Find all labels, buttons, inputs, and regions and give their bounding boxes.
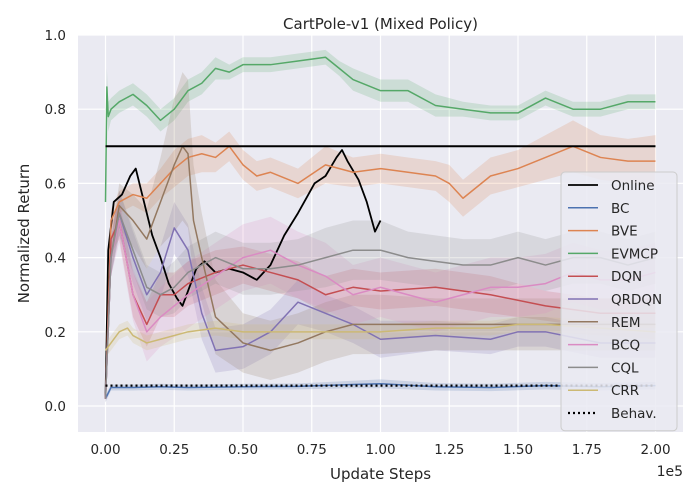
legend-label-dqn: DQN bbox=[611, 269, 642, 285]
legend-label-bcq: BCQ bbox=[611, 338, 640, 354]
band-cql bbox=[105, 190, 656, 403]
legend-label-cql: CQL bbox=[611, 360, 639, 376]
series-line-qrdqn bbox=[104, 212, 656, 399]
legend: Online BC BVE EVMCP DQN QRDQN REM BCQ CQL CRR Beha… bbox=[560, 171, 678, 432]
legend-box bbox=[560, 171, 678, 432]
series-lines bbox=[104, 56, 656, 399]
y-tick-label: 0.4 bbox=[45, 251, 66, 267]
y-tick-label: 0.2 bbox=[45, 325, 66, 341]
band-rem bbox=[105, 72, 656, 403]
series-line-cql bbox=[104, 212, 656, 399]
x-tick-label: 0.25 bbox=[159, 442, 189, 458]
x-tick-label: 0.00 bbox=[90, 442, 120, 458]
series-line-evmcp bbox=[104, 56, 656, 202]
legend-label-bc: BC bbox=[611, 201, 629, 217]
band-bc bbox=[105, 379, 656, 403]
y-tick-label: 1.0 bbox=[45, 28, 66, 44]
band-qrdqn bbox=[105, 190, 656, 403]
legend-label-bve: BVE bbox=[611, 224, 638, 240]
x-tick-label: 1.75 bbox=[572, 442, 602, 458]
y-tick-label: 0.6 bbox=[45, 176, 66, 192]
series-line-bve bbox=[104, 145, 656, 399]
legend-label-crr: CRR bbox=[611, 383, 639, 399]
band-bcq bbox=[105, 198, 656, 403]
x-axis-label: Update Steps bbox=[330, 465, 431, 483]
y-tick-label: 0.8 bbox=[45, 102, 66, 118]
x-tick-label: 1.00 bbox=[365, 442, 395, 458]
x-tick-label: 0.50 bbox=[228, 442, 258, 458]
x-axis-multiplier: 1e5 bbox=[657, 464, 683, 480]
legend-label-online: Online bbox=[611, 178, 655, 194]
y-axis-label: Normalized Return bbox=[15, 164, 33, 304]
x-tick-label: 1.25 bbox=[434, 442, 464, 458]
series-line-rem bbox=[104, 145, 656, 399]
legend-label-behav: Behav. bbox=[611, 406, 657, 422]
legend-label-rem: REM bbox=[611, 315, 641, 331]
band-bve bbox=[105, 120, 656, 403]
series-line-bcq bbox=[104, 219, 656, 399]
x-tick-label: 2.00 bbox=[640, 442, 670, 458]
x-tick-label: 1.50 bbox=[503, 442, 533, 458]
band-evmcp bbox=[105, 49, 656, 221]
chart-title: CartPole-v1 (Mixed Policy) bbox=[283, 15, 478, 33]
legend-label-evmcp: EVMCP bbox=[611, 246, 658, 262]
confidence-bands bbox=[105, 49, 656, 403]
x-tick-label: 0.75 bbox=[297, 442, 327, 458]
band-dqn bbox=[105, 201, 656, 403]
band-crr bbox=[105, 316, 656, 358]
tick-labels: 0.00 0.25 0.50 0.75 1.00 1.25 1.50 1.75 2.00 0.0 0… bbox=[45, 28, 671, 458]
y-tick-label: 0.0 bbox=[45, 399, 66, 415]
series-line-crr bbox=[104, 323, 656, 351]
legend-label-qrdqn: QRDQN bbox=[611, 292, 662, 308]
